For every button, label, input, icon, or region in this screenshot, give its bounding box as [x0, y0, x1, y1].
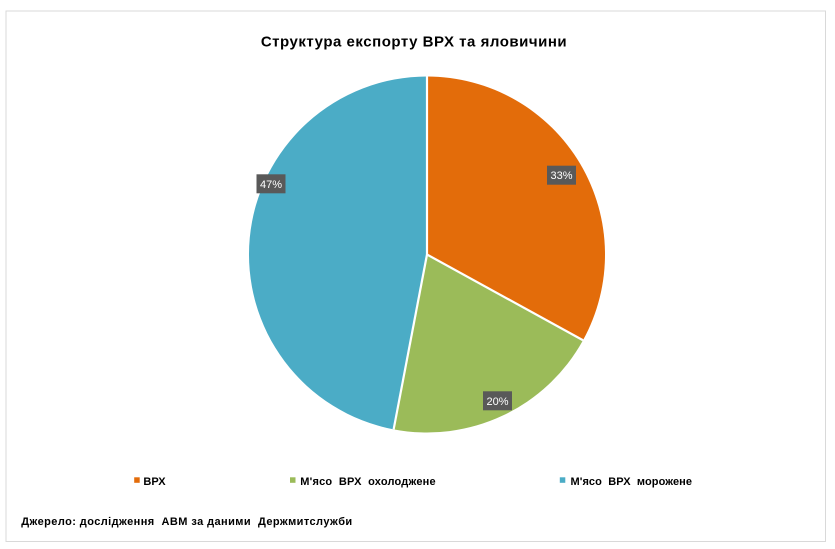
- svg-text:М'ясо ВРХ охолоджене: М'ясо ВРХ охолоджене: [300, 476, 436, 488]
- svg-text:47%: 47%: [260, 179, 282, 191]
- svg-text:Структура експорту ВРХ та ялов: Структура експорту ВРХ та яловичини: [261, 34, 567, 51]
- svg-text:Джерело: дослідження АВМ за д: Джерело: дослідження АВМ за даними Держм…: [21, 516, 352, 528]
- svg-text:М'ясо ВРХ морожене: М'ясо ВРХ морожене: [571, 476, 693, 488]
- svg-text:ВРХ: ВРХ: [143, 476, 166, 488]
- svg-text:33%: 33%: [550, 170, 572, 182]
- svg-text:20%: 20%: [486, 396, 508, 408]
